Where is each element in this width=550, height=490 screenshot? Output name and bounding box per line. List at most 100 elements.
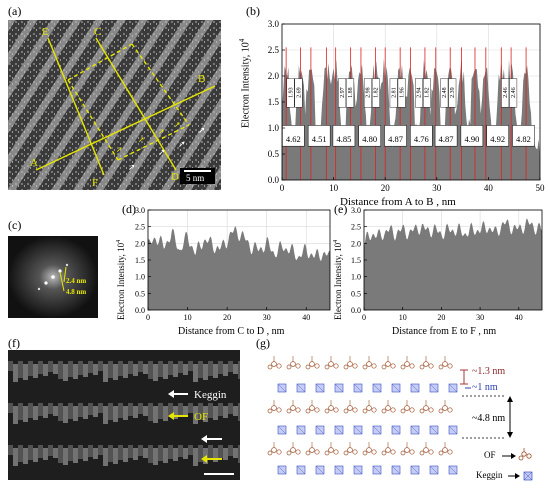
keggin-label: Keggin (194, 389, 227, 401)
pair-label: 1.88 (348, 87, 354, 98)
micrograph-f: Keggin OF (8, 350, 240, 480)
svg-text:➚: ➚ (158, 147, 166, 157)
fft-c-svg: 2.4 nm 4.8 nm (8, 236, 98, 318)
period-label: 4.92 (490, 134, 505, 144)
y-tick-label: 1.0 (135, 273, 145, 282)
period-label: 4.87 (439, 134, 454, 144)
period-label: 4.85 (336, 134, 351, 144)
svg-text:➚: ➚ (138, 135, 145, 144)
pair-label: 2.39 (450, 87, 456, 98)
y-tick-label: 3.0 (351, 206, 361, 215)
micrograph-f-svg: Keggin OF (8, 350, 240, 480)
y-tick-label: 2.0 (268, 71, 280, 81)
of-label: OF (194, 411, 208, 423)
period-label: 4.51 (312, 134, 327, 144)
y-tick-label: 1.0 (268, 123, 280, 133)
pair-label: 2.98 (366, 87, 372, 98)
y-tick-label: 1.5 (135, 256, 145, 265)
chart-b: 1.93 2.69 2.97 1.88 2.98 1.82 2.81 1.96 2.94 1.82… (268, 20, 546, 193)
point-e-label: E (42, 26, 49, 38)
x-tick-label: 0 (146, 313, 150, 322)
svg-text:➚: ➚ (116, 145, 123, 154)
x-tick-label: 30 (432, 183, 442, 193)
legend-of-icon (518, 448, 532, 461)
x-tick-label: 40 (302, 313, 310, 322)
panel-g-letter: (g) (256, 336, 270, 350)
chart-b-xlabel: Distance from A to B , nm (340, 196, 456, 208)
y-tick-label: 2.5 (268, 45, 280, 55)
period-label: 4.76 (414, 134, 429, 144)
model-g: ~1.3 nm ~1 nm ~4.8 nm OF Keggin (267, 356, 533, 481)
pair-label: 2.97 (340, 87, 346, 98)
pair-label: 2.69 (296, 87, 302, 98)
y-tick-label: 2.5 (135, 223, 145, 232)
dim-4-8nm: ~4.8 nm (472, 413, 505, 424)
panel-b-letter: (b) (246, 4, 260, 18)
line-c-d (95, 37, 177, 171)
pair-label: 1.96 (399, 87, 405, 98)
legend-keggin-icon (523, 471, 533, 481)
dim-1nm: ~1 nm (472, 382, 498, 393)
x-tick-label: 30 (476, 313, 484, 322)
period-label: 4.87 (388, 134, 403, 144)
point-a-label: A (30, 157, 38, 169)
point-b-label: B (198, 73, 205, 85)
pair-label: 2.81 (391, 87, 397, 98)
y-tick-label: 1.5 (351, 256, 361, 265)
y-tick-label: 1.5 (268, 97, 280, 107)
fft-label-4-8: 4.8 nm (66, 288, 86, 296)
y-tick-label: 0.5 (135, 289, 145, 298)
x-tick-label: 20 (223, 313, 231, 322)
x-tick-label: 10 (399, 313, 407, 322)
y-tick-label: 0.5 (351, 289, 361, 298)
x-tick-label: 10 (184, 313, 192, 322)
chart-e: 0 10 20 30 40 0.0 0.5 1.0 1.5 2.0 2.5 3.0 (351, 206, 543, 322)
period-label: 4.80 (362, 134, 377, 144)
series-area-chart-d (148, 226, 330, 310)
pair-label: 2.94 (417, 87, 423, 98)
legend-keggin-label: Keggin (476, 470, 503, 480)
chart-e-ylabel: Electron Intensity, 104 (333, 239, 343, 320)
chart-d: 0 10 20 30 40 0.0 0.5 1.0 1.5 2.0 2.5 3.0 (135, 206, 331, 322)
panel-a-letter: (a) (8, 4, 22, 18)
legend-of-label: OF (484, 450, 496, 460)
period-label: 4.62 (286, 134, 301, 144)
svg-text:➚: ➚ (198, 125, 206, 135)
y-tick-label: 3.0 (135, 206, 145, 215)
svg-text:➚: ➚ (174, 120, 181, 129)
x-tick-label: 10 (329, 183, 339, 193)
series-area-chart-e (364, 218, 542, 310)
series-area-b (282, 58, 540, 180)
period-label: 4.82 (516, 134, 531, 144)
panel-e-letter: (e) (334, 202, 348, 216)
line-a-b (35, 85, 216, 171)
period-label: 4.90 (464, 134, 479, 144)
point-c-label: C (94, 26, 101, 38)
pair-label: 1.93 (288, 87, 294, 98)
svg-text:➚: ➚ (178, 139, 186, 149)
micrograph-a-svg: ➚ ➚ ➚ ➚ ➚ ➚ ➚ ➚ E C B A F D 5 nm (8, 20, 221, 190)
y-tick-label: 0.0 (135, 306, 145, 315)
y-tick-label: 0.0 (268, 175, 280, 185)
pair-label: 2.48 (442, 87, 448, 98)
svg-text:➚: ➚ (128, 162, 136, 172)
micrograph-a: ➚ ➚ ➚ ➚ ➚ ➚ ➚ ➚ E C B A F D 5 nm (8, 20, 221, 190)
svg-text:➚: ➚ (158, 127, 165, 136)
pair-label: 1.82 (425, 87, 431, 98)
scalebar-label: 5 nm (186, 173, 204, 183)
chart-e-xlabel: Distance from E to F , nm (392, 326, 497, 337)
pair-label: 1.82 (374, 87, 380, 98)
x-tick-label: 30 (263, 313, 271, 322)
x-tick-label: 50 (536, 183, 546, 193)
y-tick-label: 2.5 (351, 223, 361, 232)
point-d-label: D (171, 171, 179, 183)
panel-d-letter: (d) (122, 202, 136, 216)
x-tick-label: 0 (362, 313, 366, 322)
x-tick-label: 0 (280, 183, 285, 193)
chart-d-xlabel: Distance from C to D , nm (178, 326, 285, 337)
fft-c: 2.4 nm 4.8 nm (8, 236, 98, 318)
pair-label: 2.46 (503, 87, 509, 98)
y-tick-label: 3.0 (268, 20, 280, 29)
chart-b-ylabel: Electron Intensity, 104 (238, 38, 252, 128)
point-f-label: F (92, 177, 98, 189)
